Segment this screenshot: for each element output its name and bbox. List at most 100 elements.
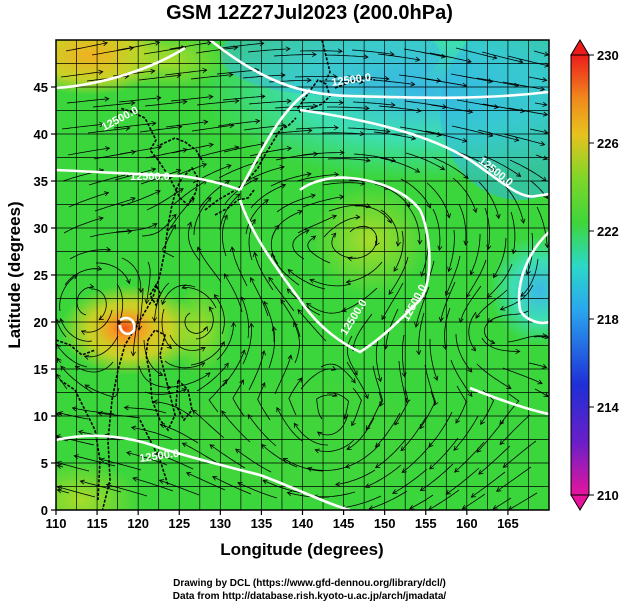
credit-data: Data from http://database.rish.kyoto-u.a… [172,591,447,602]
streamline [224,273,243,313]
streamline [56,435,95,446]
colorbar-tick-label: 210 [597,488,619,503]
x-tick-label: 120 [127,516,149,531]
streamline [388,256,409,295]
streamline-arrowhead [130,351,136,357]
streamline [65,42,108,52]
streamline-arrowhead [493,272,498,279]
streamline [475,289,508,319]
streamline-arrowhead [189,197,195,203]
streamline [288,377,303,416]
streamline-arrowhead [155,190,161,195]
streamline [124,407,167,414]
streamline [307,465,350,471]
streamline-arrowhead [280,299,286,305]
streamline [172,180,208,206]
streamline [320,363,356,384]
streamline [138,287,144,330]
streamline-arrowhead [346,445,352,450]
streamline-arrowhead [347,256,353,262]
streamline-arrowhead [499,439,505,445]
streamline [321,132,365,135]
streamline [430,104,473,113]
streamline-arrowhead [542,77,548,83]
contour-label: 12500.0 [139,448,180,465]
streamline [115,223,157,233]
streamline-arrowhead [181,284,187,290]
streamline [242,323,252,365]
streamline [432,208,441,251]
streamline-arrowhead [104,96,110,102]
streamline-arrowhead [152,399,158,405]
streamline [528,76,547,81]
streamline [208,379,228,413]
streamline [481,51,523,63]
y-tick-label: 40 [34,127,48,142]
y-tick-label: 25 [34,268,48,283]
streamline [470,234,481,275]
streamline [328,204,371,212]
streamline [100,458,142,471]
x-tick-label: 110 [46,516,67,531]
streamline-arrowhead [499,305,506,311]
streamline [223,143,266,153]
streamline-arrowhead [56,357,62,363]
streamline-arrowhead [223,214,228,220]
streamline [59,274,78,312]
y-tick-label: 10 [34,409,48,424]
streamline-arrowhead [181,442,188,448]
streamline-arrowhead [57,411,64,416]
streamline-arrowhead [364,393,369,400]
streamline [221,410,251,443]
streamline [170,96,213,102]
streamline [327,106,370,109]
x-tick-label: 145 [333,516,355,531]
streamline [348,235,377,259]
streamline [250,277,269,317]
streamline-arrowhead [439,165,446,171]
streamline [392,468,428,494]
streamline-arrowhead [471,346,477,352]
streamline-arrowhead [287,354,293,360]
streamline-arrowhead [201,163,208,168]
streamline-arrowhead [235,193,241,199]
streamline-arrowhead [495,213,501,220]
streamline [293,423,329,446]
streamline-arrowhead [156,95,162,101]
streamline [287,269,326,290]
streamline-arrowhead [229,246,236,252]
streamline [60,71,103,78]
x-tick-label: 165 [497,516,519,531]
streamline [276,407,303,442]
streamline [300,102,344,104]
streamline [249,147,292,157]
streamline-arrowhead [480,419,485,426]
contour-label: 12500.0 [130,171,170,183]
streamline-arrowhead [153,451,159,457]
streamline-arrowhead [470,492,476,498]
streamline-arrowhead [171,213,177,219]
streamline-arrowhead [212,476,218,481]
streamline-arrowhead [400,446,406,452]
streamline-arrowhead [285,46,291,52]
streamline [138,74,181,81]
streamline-arrowhead [365,157,371,163]
streamline [232,379,245,417]
streamline [477,129,519,141]
streamline [216,69,259,75]
streamline-arrowhead [268,276,274,282]
streamline-arrowhead [182,147,188,153]
streamline [165,121,208,128]
streamline-arrowhead [208,94,214,100]
streamline [57,489,70,494]
streamline-arrowhead [176,73,182,79]
streamline-arrowhead [150,68,156,74]
streamline-arrowhead [151,121,157,127]
streamline-arrowhead [71,406,77,412]
streamline [261,444,298,468]
streamline [271,253,300,286]
streamline-arrowhead [537,379,543,385]
streamline-arrowhead [436,131,443,137]
streamline-arrowhead [453,445,459,451]
streamline [347,127,390,132]
